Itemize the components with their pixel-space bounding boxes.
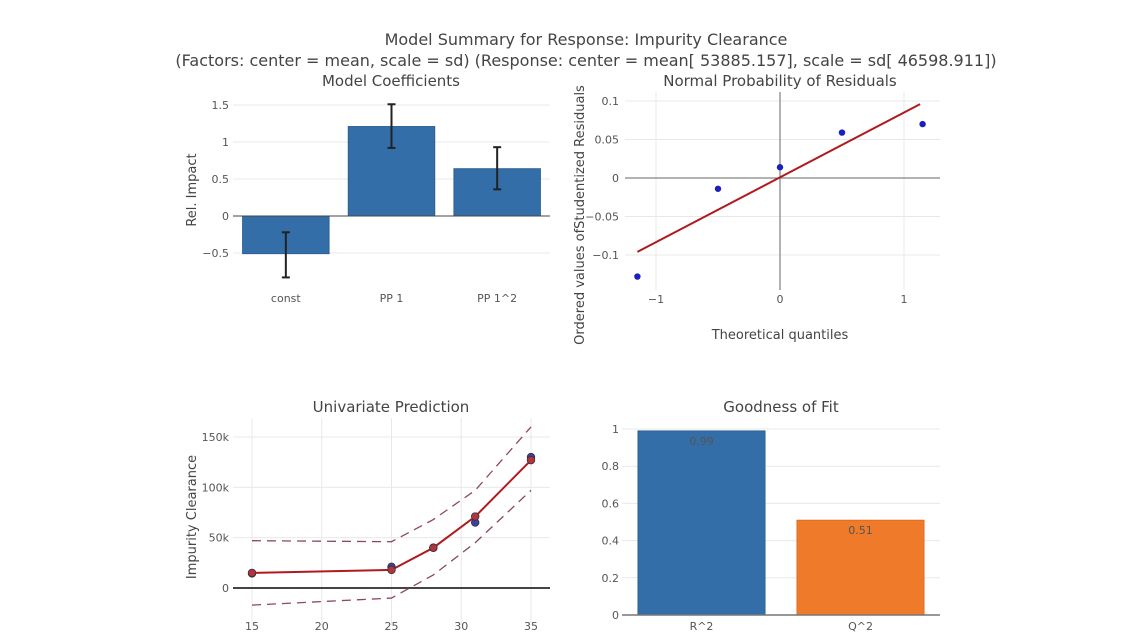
- bar-r-2: [637, 430, 766, 616]
- residual-point: [634, 273, 641, 280]
- y-tick-label: 0.5: [212, 173, 230, 186]
- bar-q-2: [796, 519, 925, 616]
- y-tick-label: 100k: [202, 481, 230, 494]
- y-tick-label: 150k: [202, 431, 230, 444]
- x-tick-label: 0: [777, 293, 784, 306]
- x-tick-label: 30: [454, 620, 468, 633]
- y-tick-label: −0.1: [592, 249, 619, 262]
- fit-line: [636, 103, 921, 253]
- predicted-point: [429, 543, 438, 552]
- y-tick-label: 1.5: [212, 99, 230, 112]
- y-tick-label: 0: [612, 609, 619, 622]
- y-tick-label: 0.05: [595, 134, 620, 147]
- figure-title: Model Summary for Response: Impurity Cle…: [385, 30, 788, 49]
- chart-title: Goodness of Fit: [723, 398, 839, 416]
- data-label: 0.51: [848, 524, 873, 537]
- chart-title: Univariate Prediction: [313, 398, 470, 416]
- residual-point: [838, 129, 846, 136]
- univariate-prediction-chart: Univariate Prediction Impurity Clearance 0…: [185, 398, 550, 633]
- x-axis-label: Theoretical quantiles: [711, 328, 849, 343]
- y-tick-label: 0: [612, 172, 619, 185]
- y-tick-label: −0.5: [202, 247, 229, 260]
- chart-title: Model Coefficients: [322, 72, 460, 90]
- y-tick-label: 0.1: [602, 95, 620, 108]
- x-tick-label: 20: [315, 620, 329, 633]
- predicted-point: [387, 565, 396, 575]
- chart-title: Normal Probability of Residuals: [663, 72, 897, 90]
- x-tick-label: 25: [385, 620, 399, 633]
- y-tick-label: −0.05: [585, 211, 619, 224]
- residual-point: [776, 164, 784, 171]
- x-tick-label: 1: [901, 293, 908, 306]
- y-tick-label: 50k: [209, 532, 230, 545]
- x-tick-label: 35: [524, 620, 538, 633]
- residual-point: [919, 120, 926, 128]
- x-tick-label: PP 1: [380, 292, 404, 305]
- x-tick-label: 15: [245, 620, 259, 633]
- y-tick-label: 1: [222, 136, 229, 149]
- goodness-of-fit-chart: Goodness of Fit 0 0.2 0.4 0.6 0.8 1 0.99 R^2 0.51…: [602, 398, 940, 633]
- figure-subtitle: (Factors: center = mean, scale = sd) (Re…: [175, 51, 996, 70]
- y-tick-label: 0.8: [602, 460, 620, 473]
- normal-probability-chart: Normal Probability of Residuals Ordered v…: [573, 72, 940, 345]
- predicted-point: [471, 512, 480, 521]
- x-tick-label: R^2: [690, 620, 714, 633]
- model-coefficients-chart: Model Coefficients Rel. Impact −0.5 0 0.5 1 1.…: [185, 72, 550, 305]
- x-tick-label: PP 1^2: [477, 292, 517, 305]
- y-tick-label: 1: [612, 423, 619, 436]
- y-axis-label: Rel. Impact: [185, 153, 200, 226]
- x-tick-label: const: [271, 292, 301, 305]
- predicted-point: [526, 455, 536, 465]
- lower-confidence-band: [251, 489, 532, 606]
- y-tick-label: 0.2: [602, 572, 620, 585]
- upper-confidence-band: [251, 426, 532, 543]
- y-tick-label: 0: [222, 210, 229, 223]
- y-axis-label: Ordered values ofStudentized Residuals: [573, 85, 588, 345]
- y-tick-label: 0: [222, 582, 229, 595]
- y-tick-label: 0.4: [602, 535, 620, 548]
- x-tick-label: Q^2: [848, 620, 873, 633]
- y-tick-label: 0.6: [602, 497, 620, 510]
- x-tick-label: −1: [648, 293, 664, 306]
- y-axis-label: Impurity Clearance: [185, 455, 200, 579]
- residual-point: [714, 185, 722, 192]
- data-label: 0.99: [689, 435, 714, 448]
- predicted-point: [247, 568, 257, 578]
